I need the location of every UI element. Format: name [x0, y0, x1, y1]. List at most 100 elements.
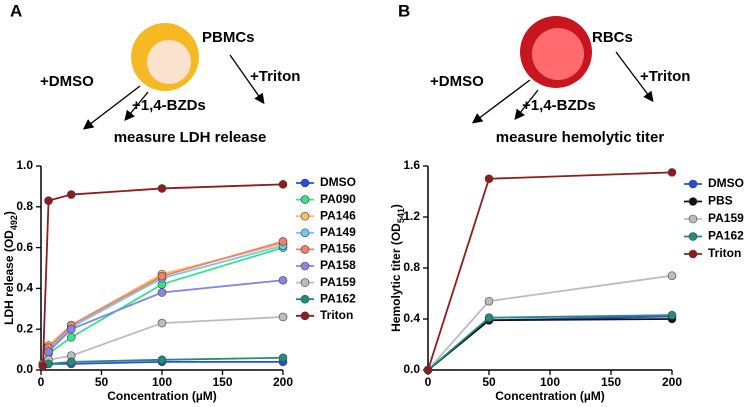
- arrow: [82, 85, 141, 130]
- panel-label: A: [10, 1, 22, 20]
- panel-label: B: [398, 1, 410, 20]
- x-tick-label: 0: [425, 375, 432, 389]
- y-axis-label-part: ): [2, 211, 16, 215]
- legend-label: PA159: [320, 275, 356, 289]
- series-line: [427, 315, 673, 371]
- arrow: [229, 54, 265, 105]
- caption: measure hemolytic titer: [496, 129, 665, 146]
- legend-marker: [300, 294, 310, 304]
- y-tick-label: 0.0: [16, 362, 33, 376]
- x-tick-label: 150: [212, 375, 232, 389]
- legend-label: DMSO: [708, 176, 744, 190]
- y-tick-label: 0.6: [16, 240, 33, 254]
- data-point: [157, 184, 167, 193]
- x-tick-label: 100: [540, 375, 560, 389]
- x-tick-label: 200: [273, 375, 293, 389]
- legend-label: PA159: [708, 211, 744, 225]
- y-tick-label: 1.2: [403, 209, 420, 223]
- diagram-b: B RBCs +DMSO +1,4-BZDs +Triton measure h…: [398, 1, 690, 145]
- legend-label: PA149: [320, 225, 356, 239]
- y-tick-label: 0.8: [403, 260, 420, 274]
- y-axis-label-part: LDH release (OD: [2, 230, 16, 325]
- data-point: [44, 196, 53, 205]
- legend-label: PBS: [708, 194, 733, 208]
- legend-label: PA156: [320, 242, 356, 256]
- y-axis-label-part: ): [389, 204, 403, 208]
- caption: measure LDH release: [114, 129, 267, 146]
- data-point: [157, 318, 167, 328]
- data-point: [423, 365, 433, 375]
- data-point: [66, 190, 76, 199]
- legend-label: PA146: [320, 208, 356, 222]
- data-point: [66, 324, 76, 334]
- legend-marker: [300, 278, 310, 287]
- series-line: [427, 318, 673, 371]
- x-tick-label: 50: [95, 375, 109, 389]
- x-axis-label: Concentration (µM): [495, 389, 605, 403]
- diagram-a: A PBMCs +DMSO +1,4-BZDs +Triton measure …: [10, 1, 300, 145]
- legend-marker: [300, 245, 310, 254]
- legend-label: PA090: [320, 192, 356, 206]
- arrow: [514, 89, 539, 121]
- data-point: [278, 275, 288, 285]
- series-line: [42, 242, 284, 365]
- x-tick-label: 200: [662, 375, 682, 389]
- series-line: [427, 274, 673, 371]
- data-point: [484, 313, 494, 323]
- legend-marker: [300, 311, 310, 321]
- y-axis-label: Hemolytic titer (OD541): [389, 204, 406, 332]
- legend-marker: [688, 179, 698, 189]
- data-point: [667, 310, 677, 320]
- data-point: [38, 361, 48, 371]
- treatment: +DMSO: [430, 73, 484, 90]
- data-point: [66, 333, 76, 342]
- x-tick-label: 150: [601, 375, 621, 389]
- legend-marker: [688, 232, 698, 241]
- data-point: [484, 174, 494, 184]
- data-point: [157, 355, 167, 365]
- legend-label: Triton: [708, 246, 741, 260]
- cell-label: PBMCs: [202, 29, 255, 46]
- cell-inner: [532, 28, 584, 80]
- data-point: [157, 288, 167, 297]
- legend-label: DMSO: [320, 175, 356, 189]
- data-point: [44, 347, 53, 356]
- legend-marker: [300, 211, 310, 221]
- arrow: [471, 79, 531, 124]
- legend-label: PA162: [708, 229, 744, 243]
- y-tick-label: 1.6: [403, 158, 420, 172]
- y-tick-label: 0.4: [403, 311, 420, 325]
- x-tick-label: 100: [152, 375, 172, 389]
- treatment: +Triton: [250, 68, 300, 85]
- data-point: [278, 180, 288, 189]
- data-point: [484, 296, 494, 306]
- y-axis-label-part: 492: [9, 215, 19, 230]
- legend-marker: [300, 195, 310, 204]
- treatment: +1,4-BZDs: [132, 97, 206, 114]
- y-tick-label: 1.0: [16, 158, 33, 172]
- treatment: +Triton: [640, 68, 690, 85]
- series-line: [42, 246, 284, 365]
- legend-marker: [300, 261, 310, 271]
- x-tick-label: 50: [482, 375, 496, 389]
- x-axis-label: Concentration (µM): [107, 389, 217, 403]
- data-point: [667, 271, 677, 280]
- x-tick-label: 0: [38, 375, 45, 389]
- series-line: [42, 240, 284, 365]
- legend-marker: [688, 249, 698, 259]
- y-tick-label: 0.2: [16, 321, 33, 335]
- data-point: [278, 237, 288, 246]
- y-axis-label-part: 541: [396, 208, 406, 223]
- data-point: [667, 168, 677, 177]
- cell-label: RBCs: [592, 29, 633, 46]
- legend-marker: [688, 197, 698, 206]
- data-point: [66, 357, 76, 367]
- data-point: [278, 353, 288, 363]
- data-point: [157, 271, 167, 281]
- legend-label: PA158: [320, 258, 356, 272]
- data-point: [278, 312, 288, 322]
- y-tick-label: 0.0: [403, 362, 420, 376]
- legend-marker: [300, 178, 310, 188]
- legend-marker: [300, 228, 310, 238]
